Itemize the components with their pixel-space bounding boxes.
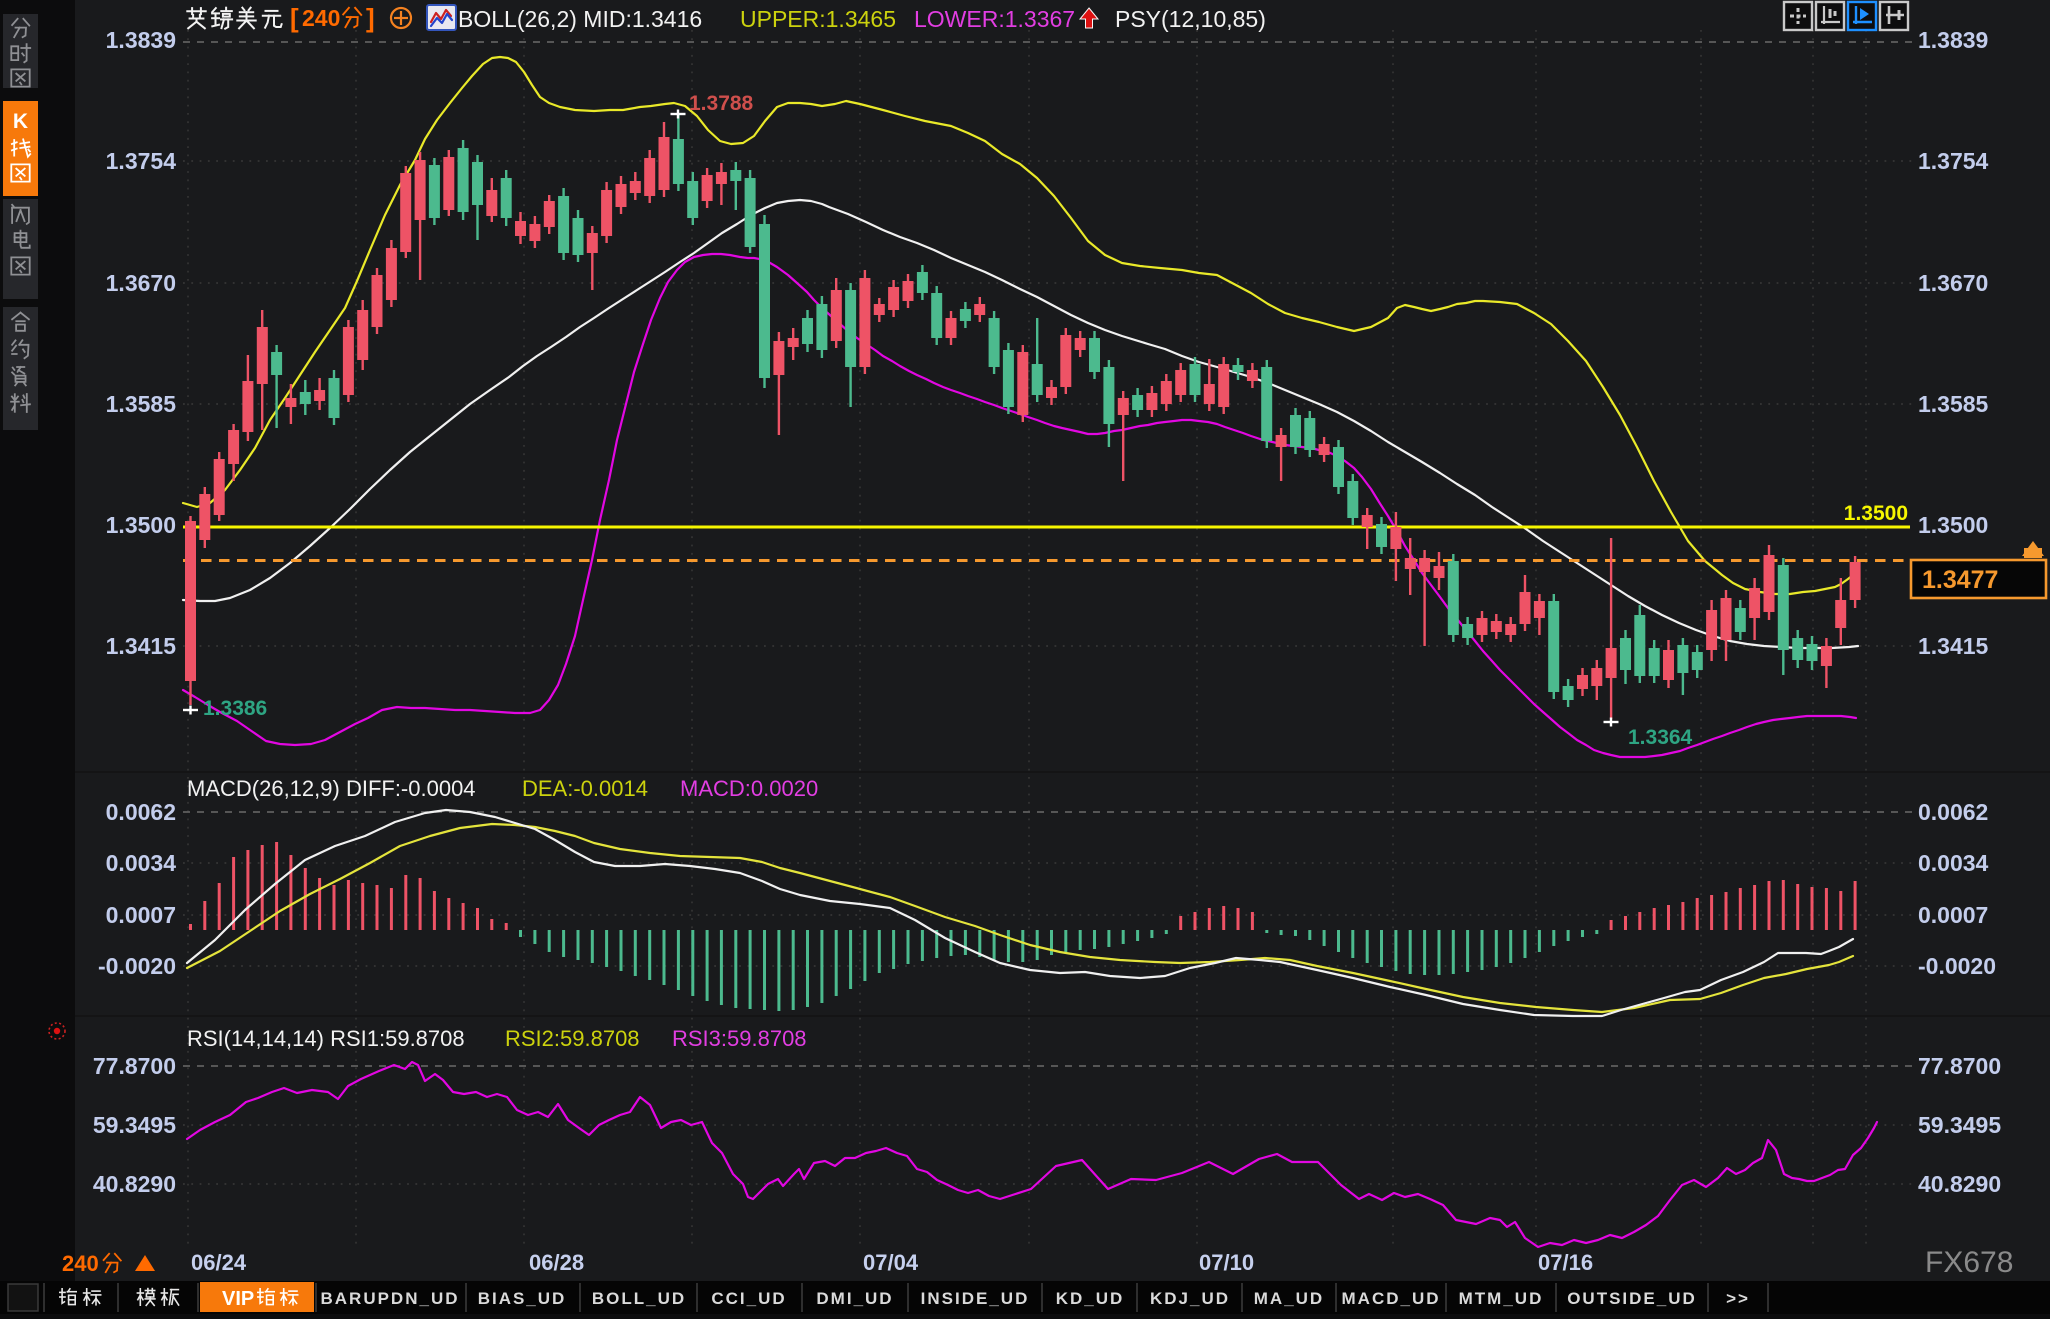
- svg-text:77.8700: 77.8700: [93, 1053, 176, 1079]
- svg-text:PSY(12,10,85): PSY(12,10,85): [1115, 6, 1266, 32]
- svg-text:1.3386: 1.3386: [203, 697, 267, 720]
- svg-text:1.3364: 1.3364: [1628, 726, 1693, 749]
- svg-text:1.3754: 1.3754: [1918, 148, 1989, 174]
- svg-text:0.0007: 0.0007: [106, 902, 176, 928]
- svg-text:1.3839: 1.3839: [106, 27, 176, 53]
- svg-text:1.3754: 1.3754: [106, 148, 177, 174]
- svg-text:BARUPDN_UD: BARUPDN_UD: [320, 1289, 459, 1308]
- svg-text:240: 240: [302, 5, 340, 31]
- svg-text:1.3788: 1.3788: [689, 92, 754, 115]
- svg-text:BOLL(26,2) MID:1.3416: BOLL(26,2) MID:1.3416: [458, 6, 702, 32]
- svg-text:MTM_UD: MTM_UD: [1459, 1289, 1544, 1308]
- svg-text:07/04: 07/04: [863, 1250, 919, 1275]
- svg-text:OUTSIDE_UD: OUTSIDE_UD: [1567, 1289, 1697, 1308]
- svg-text:240: 240: [62, 1251, 99, 1276]
- svg-text:1.3670: 1.3670: [106, 270, 176, 296]
- svg-text:07/16: 07/16: [1538, 1250, 1593, 1275]
- svg-text:0.0034: 0.0034: [106, 850, 177, 876]
- svg-text:MACD_UD: MACD_UD: [1342, 1289, 1441, 1308]
- svg-text:MA_UD: MA_UD: [1254, 1289, 1324, 1308]
- svg-text:DEA:-0.0014: DEA:-0.0014: [522, 776, 648, 801]
- svg-text:>>: >>: [1726, 1289, 1750, 1308]
- svg-text:1.3415: 1.3415: [106, 633, 177, 659]
- svg-text:FX678: FX678: [1925, 1246, 2013, 1279]
- svg-text:[: [: [290, 3, 299, 33]
- svg-text:KDJ_UD: KDJ_UD: [1150, 1289, 1230, 1308]
- svg-text:06/24: 06/24: [191, 1250, 247, 1275]
- svg-text:1.3585: 1.3585: [106, 391, 177, 417]
- svg-text:59.3495: 59.3495: [1918, 1112, 2001, 1138]
- svg-text:LOWER:1.3367: LOWER:1.3367: [914, 6, 1075, 32]
- svg-text:0.0062: 0.0062: [1918, 799, 1988, 825]
- svg-text:07/10: 07/10: [1199, 1250, 1254, 1275]
- svg-text:1.3415: 1.3415: [1918, 633, 1989, 659]
- svg-text:0.0007: 0.0007: [1918, 902, 1988, 928]
- svg-text:1.3839: 1.3839: [1918, 27, 1988, 53]
- svg-text:RSI2:59.8708: RSI2:59.8708: [505, 1026, 640, 1051]
- svg-text:-0.0020: -0.0020: [98, 953, 176, 979]
- svg-text:KD_UD: KD_UD: [1056, 1289, 1125, 1308]
- svg-text:VIP: VIP: [222, 1288, 254, 1310]
- svg-text:BOLL_UD: BOLL_UD: [592, 1289, 686, 1308]
- svg-text:INSIDE_UD: INSIDE_UD: [921, 1289, 1030, 1308]
- svg-text:40.8290: 40.8290: [93, 1171, 176, 1197]
- svg-text:K: K: [13, 110, 28, 133]
- svg-text:DMI_UD: DMI_UD: [816, 1289, 893, 1308]
- svg-text:0.0034: 0.0034: [1918, 850, 1989, 876]
- svg-text:1.3585: 1.3585: [1918, 391, 1989, 417]
- svg-text:BIAS_UD: BIAS_UD: [478, 1289, 567, 1308]
- svg-text:1.3500: 1.3500: [106, 512, 176, 538]
- svg-text:-0.0020: -0.0020: [1918, 953, 1996, 979]
- svg-text:RSI3:59.8708: RSI3:59.8708: [672, 1026, 807, 1051]
- svg-text:1.3670: 1.3670: [1918, 270, 1988, 296]
- svg-text:]: ]: [366, 3, 375, 33]
- svg-text:77.8700: 77.8700: [1918, 1053, 2001, 1079]
- svg-text:MACD:0.0020: MACD:0.0020: [680, 776, 818, 801]
- svg-text:06/28: 06/28: [529, 1250, 584, 1275]
- svg-text:1.3477: 1.3477: [1922, 566, 1998, 594]
- svg-text:40.8290: 40.8290: [1918, 1171, 2001, 1197]
- svg-text:0.0062: 0.0062: [106, 799, 176, 825]
- svg-text:59.3495: 59.3495: [93, 1112, 176, 1138]
- svg-text:RSI(14,14,14) RSI1:59.8708: RSI(14,14,14) RSI1:59.8708: [187, 1026, 465, 1051]
- svg-text:CCI_UD: CCI_UD: [711, 1289, 786, 1308]
- svg-text:1.3500: 1.3500: [1918, 512, 1988, 538]
- svg-text:MACD(26,12,9) DIFF:-0.0004: MACD(26,12,9) DIFF:-0.0004: [187, 776, 476, 801]
- svg-text:UPPER:1.3465: UPPER:1.3465: [740, 6, 896, 32]
- svg-text:1.3500: 1.3500: [1844, 502, 1908, 525]
